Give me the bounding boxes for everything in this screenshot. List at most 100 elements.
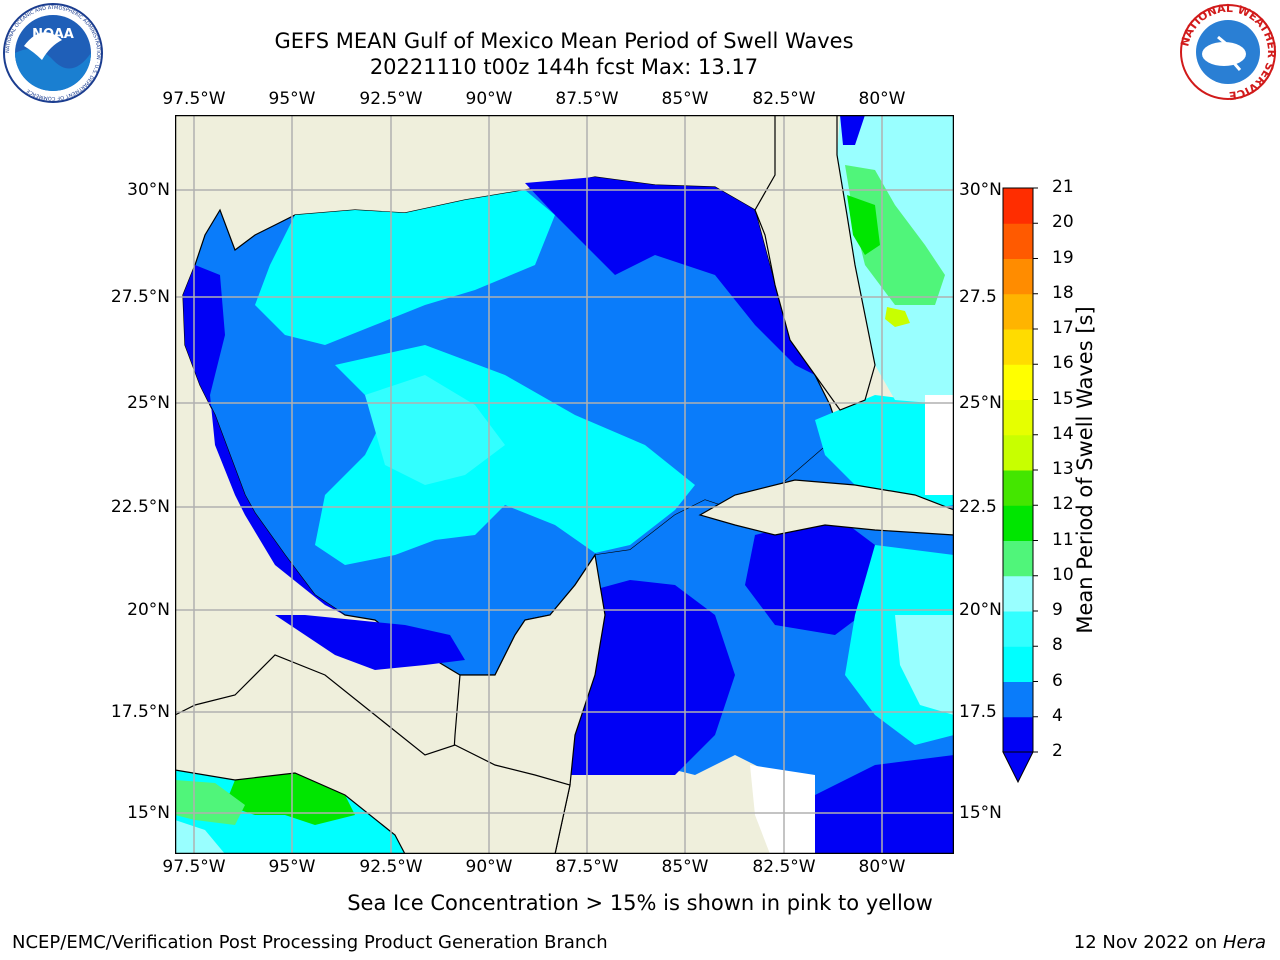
colorbar-swatch [1003,364,1033,400]
caribbean-darkblue-east [745,515,875,635]
atlantic-darkblue-edge [840,115,865,145]
lat-label-left: 22.5°N [110,497,170,517]
lon-label-top: 90°W [465,89,513,109]
lon-label-top: 85°W [661,89,709,109]
colorbar-swatch [1003,223,1033,259]
atlantic-green-band [845,165,945,305]
atlantic-bright-green [847,195,880,255]
chart-subtitle: 20221110 t00z 144h fcst Max: 13.17 [369,55,759,79]
colorbar-swatch [1003,575,1033,612]
gulf-darkblue-south [275,615,465,670]
svg-text:NOAA: NOAA [32,27,74,42]
lat-label-right: 15°N [959,803,1002,823]
graticule [175,115,954,854]
lat-label-left: 27.5°N [110,287,170,307]
colorbar-swatch [1003,470,1033,506]
atlantic-yellow-spot [885,307,910,327]
gulf-darkblue-east [525,177,815,375]
footer-org: NCEP/EMC/Verification Post Processing Pr… [12,932,608,953]
map-border [174,114,955,855]
lat-label-right: 30°N [959,180,1002,200]
colorbar-swatch [1003,611,1033,647]
lon-label-bottom: 85°W [661,857,709,877]
central-america-land [175,654,571,854]
colorbar-swatch [1003,681,1033,718]
lon-label-bottom: 82.5°W [752,857,816,877]
colorbar-tick-label: 8 [1052,635,1063,656]
colorbar [1000,186,1040,786]
colorbar-extend-triangle [1002,751,1034,784]
colorbar-tick-label: 12 [1052,494,1074,515]
lon-label-top: 87.5°W [555,89,619,109]
colorbar-swatch [1003,329,1033,365]
strait-cyan [815,395,954,515]
footer-date: 12 Nov 2022 on Hera [1073,932,1266,953]
lat-label-right: 27.5 [959,287,997,307]
colorbar-tick-label: 17 [1052,318,1074,338]
colorbar-swatch [1003,188,1033,224]
colorbar-swatch [1003,293,1033,330]
lon-label-top: 97.5°W [162,89,226,109]
colorbar-tick-label: 6 [1052,670,1063,691]
colorbar-tick-label: 13 [1052,459,1074,479]
lat-label-right: 22.5 [959,497,997,517]
map-panel [174,114,955,855]
atlantic-white-mask [925,395,954,495]
map-canvas [174,114,955,855]
colorbar-swatch [1003,434,1033,471]
colorbar-swatches [1002,187,1038,784]
lon-label-bottom: 87.5°W [555,857,619,877]
colorbar-tick-label: 16 [1052,353,1074,374]
gulf-darkblue-west [183,265,345,615]
lon-label-top: 82.5°W [752,89,816,109]
colorbar-swatch [1003,505,1033,541]
footer-machine: Hera [1222,932,1266,953]
lat-label-left: 30°N [127,180,170,200]
lon-label-bottom: 97.5°W [162,857,226,877]
colorbar-title-wrap: Mean Period of Swell Waves [s] [1073,306,1105,633]
colorbar-swatch [1003,646,1033,682]
lon-label-top: 92.5°W [359,89,423,109]
lat-label-left: 15°N [127,803,170,823]
colorbar-tick-label: 9 [1052,600,1063,620]
florida-land [754,115,876,411]
nws-logo: NATIONAL WEATHER SERVICE [1178,2,1278,102]
caribbean-darkblue-south [815,755,954,854]
colorbar-title: Mean Period of Swell Waves [s] [1073,306,1097,634]
chart-title: GEFS MEAN Gulf of Mexico Mean Period of … [274,29,854,53]
colorbar-swatch [1003,258,1033,295]
pacific-green [225,773,355,825]
colorbar-tick-label: 4 [1052,705,1063,726]
sea-ice-note: Sea Ice Concentration > 15% is shown in … [347,891,933,915]
colorbar-tick-label: 11 [1052,529,1074,550]
lat-label-right: 17.5 [959,702,997,722]
lat-label-left: 25°N [127,393,170,413]
lat-label-left: 20°N [127,600,170,620]
lon-label-bottom: 92.5°W [359,857,423,877]
colorbar-tick-label: 15 [1052,388,1074,409]
gulf-cyan-north [255,190,555,345]
colorbar-tick-label: 18 [1052,282,1074,303]
lat-label-right: 25°N [959,393,1002,413]
lon-label-top: 95°W [268,89,316,109]
colorbar-swatch [1003,540,1033,577]
lon-label-bottom: 90°W [465,857,513,877]
colorbar-tick-label: 2 [1052,741,1063,761]
pacific-lightcyan [175,820,225,854]
colorbar-ticks: 2 4 6 8 9 10 11 12 13 14 15 16 17 18 19 20 21 [1052,0,1112,960]
lat-label-right: 20°N [959,600,1002,620]
colorbar-tick-label: 14 [1052,423,1074,444]
colorbar-tick-label: 21 [1052,177,1074,197]
colorbar-swatch [1003,716,1033,753]
lon-label-bottom: 80°W [858,857,906,877]
lon-label-bottom: 95°W [268,857,316,877]
colorbar-swatch [1003,399,1033,436]
colorbar-tick-label: 19 [1052,247,1074,268]
caribbean-white-island [750,765,815,854]
caribbean-lightcyan [895,615,954,715]
colorbar-tick-label: 10 [1052,564,1074,585]
noaa-logo: NOAA NATIONAL OCEANIC AND ATMOSPHERIC AD… [2,2,104,104]
colorbar-tick-label: 20 [1052,212,1074,233]
lat-label-left: 17.5°N [110,702,170,722]
lon-label-top: 80°W [858,89,906,109]
